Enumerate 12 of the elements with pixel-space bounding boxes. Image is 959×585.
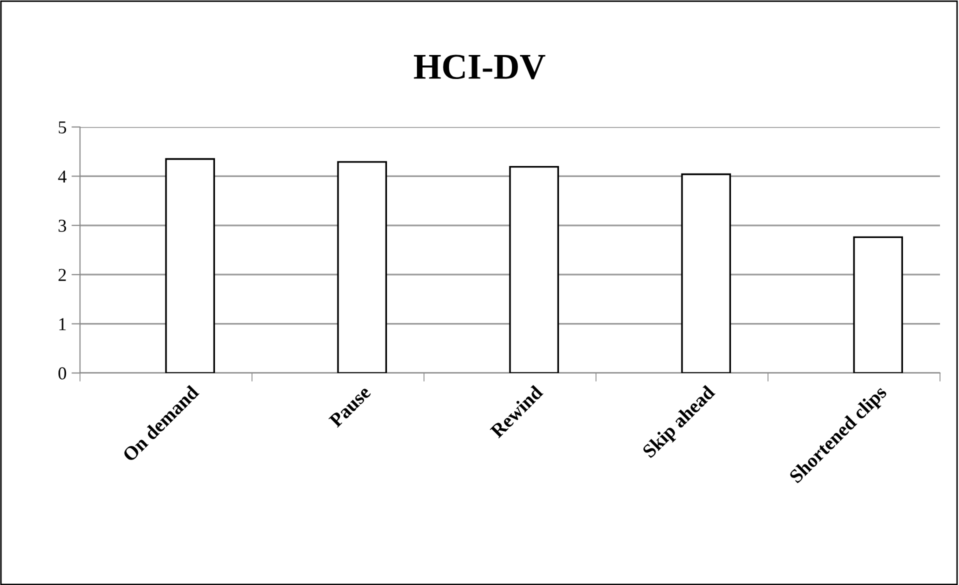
y-tick-label: 5 [58, 121, 66, 134]
y-tick-label: 1 [59, 318, 66, 330]
bar [681, 173, 731, 373]
bar [165, 158, 215, 373]
y-tick-label: 3 [58, 220, 66, 232]
bar [509, 166, 559, 373]
bar [853, 236, 903, 373]
chart-title: HCI-DV [414, 54, 546, 80]
y-tick-label: 4 [58, 170, 67, 182]
y-tick-label: 2 [58, 268, 66, 281]
y-tick-label: 0 [58, 367, 66, 380]
bar [337, 161, 387, 373]
